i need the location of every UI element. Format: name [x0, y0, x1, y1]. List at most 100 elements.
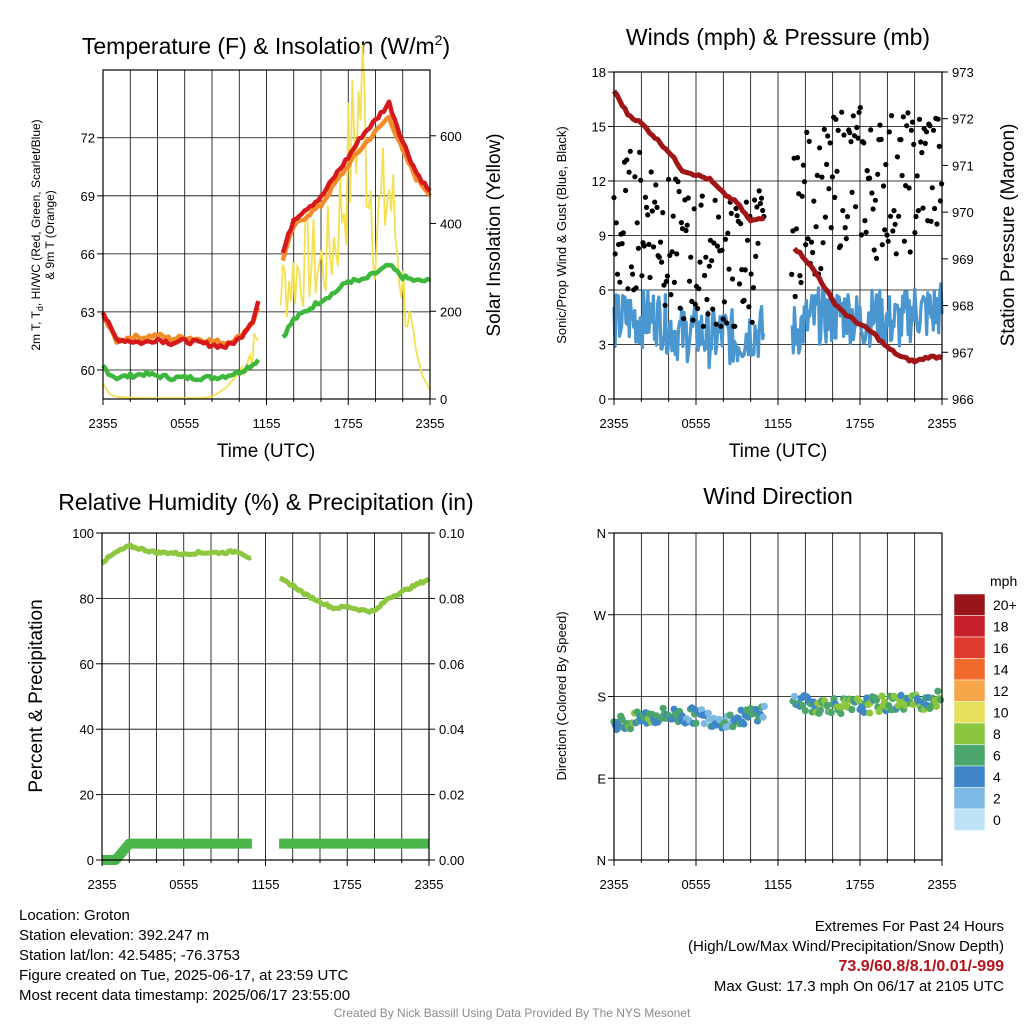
- p3-y-tick: 0: [87, 853, 94, 868]
- gust-point: [819, 174, 825, 180]
- gust-point: [634, 220, 640, 226]
- gust-point: [743, 199, 750, 205]
- gust-point: [641, 243, 647, 249]
- gust-point: [832, 194, 838, 200]
- direction-point: [901, 701, 909, 710]
- p1-y2-tick: 400: [440, 217, 462, 232]
- gust-point: [794, 155, 801, 161]
- p2-x-tick: 1155: [764, 416, 792, 431]
- gust-point: [813, 224, 819, 230]
- p2-x-tick: 0555: [682, 416, 711, 431]
- gust-point: [630, 271, 636, 277]
- p1-y-tick: 69: [81, 189, 95, 204]
- colorbar-label: 20+: [993, 597, 1017, 613]
- gust-point: [668, 292, 674, 298]
- gust-point: [853, 204, 859, 210]
- gust-point: [652, 199, 658, 205]
- gust-point: [757, 200, 764, 207]
- gust-point: [711, 240, 717, 246]
- winds-ticks: 2355 0555 1155 1755 2355 0 3 6 9 12 15 18 966 967 968 9…: [592, 65, 974, 431]
- gust-point: [932, 205, 938, 212]
- gust-point: [681, 316, 687, 322]
- gust-point: [628, 264, 635, 270]
- solar-y2-label: Solar Insolation (Yellow): [484, 133, 505, 336]
- p1-y-tick: 60: [81, 363, 95, 378]
- gust-point: [935, 116, 941, 122]
- pressure-y2-label: Station Pressure (Maroon): [998, 124, 1019, 347]
- gust-point: [619, 241, 625, 247]
- humidity-title: Relative Humidity (%) & Precipitation (i…: [58, 489, 473, 515]
- gust-point: [847, 130, 853, 136]
- extremes-values: 73.9/60.8/8.1/0.01/-999: [838, 958, 1004, 975]
- colorbar-label: 10: [993, 705, 1009, 721]
- p2-y-tick: 9: [599, 229, 606, 244]
- gust-point: [928, 218, 934, 224]
- p4-x-tick: 1755: [846, 877, 875, 892]
- temperature-y-label-line2: & 9m T (Orange): [43, 190, 57, 280]
- direction-point: [659, 704, 667, 712]
- relative-humidity-line: [100, 542, 431, 615]
- p3-x-tick: 0555: [169, 877, 198, 892]
- gust-point: [886, 129, 892, 135]
- gust-point: [704, 296, 710, 303]
- humidity-panel: Relative Humidity (%) & Precipitation (i…: [26, 489, 474, 892]
- direction-point: [704, 709, 712, 717]
- gust-point: [670, 213, 676, 219]
- winds-y-label: Sonic/Prop Wind & Gust (Blue, Black): [554, 126, 569, 343]
- direction-point: [937, 696, 945, 704]
- gust-point: [750, 285, 757, 291]
- p2-y2-tick: 968: [952, 299, 974, 314]
- gust-point: [633, 285, 639, 291]
- p1-x-tick: 1155: [253, 416, 281, 431]
- gust-point: [691, 206, 697, 212]
- gust-point: [825, 133, 831, 139]
- gust-point: [827, 140, 833, 146]
- direction-point: [848, 706, 856, 714]
- gust-point: [844, 214, 851, 220]
- gust-point: [923, 129, 930, 135]
- gust-point: [753, 253, 759, 259]
- direction-point: [759, 713, 767, 721]
- direction-point: [710, 714, 718, 722]
- gust-point: [656, 254, 662, 260]
- gust-point: [749, 319, 755, 325]
- p4-x-tick: 2355: [600, 877, 629, 892]
- p3-y-tick: 40: [80, 722, 94, 737]
- gust-point: [669, 249, 675, 255]
- recent-timestamp: Most recent data timestamp: 2025/06/17 2…: [19, 987, 351, 1004]
- gust-point: [700, 323, 707, 329]
- gust-point: [754, 204, 760, 210]
- p3-x-tick: 2355: [88, 877, 117, 892]
- gust-point: [918, 139, 924, 145]
- temperature-x-label: Time (UTC): [217, 441, 316, 462]
- direction-point: [737, 706, 745, 714]
- gust-point: [894, 154, 901, 160]
- gust-point: [884, 232, 890, 238]
- speed-colorbar-unit: mph: [990, 573, 1017, 589]
- direction-point: [878, 692, 886, 700]
- p2-y-tick: 3: [599, 338, 606, 353]
- gust-point: [745, 237, 751, 243]
- p2-y2-tick: 973: [952, 65, 974, 80]
- gust-point: [800, 162, 807, 168]
- gust-point: [904, 123, 910, 129]
- humidity-series: [100, 542, 431, 865]
- colorbar-swatch: [953, 636, 986, 659]
- gust-point: [623, 187, 629, 194]
- p2-y2-tick: 966: [952, 392, 974, 407]
- gust-point: [872, 197, 879, 203]
- gust-point: [855, 135, 861, 141]
- gust-point: [843, 236, 849, 242]
- direction-point: [700, 720, 708, 728]
- humidity-grid: [102, 533, 429, 860]
- gust-point: [840, 208, 846, 214]
- p3-y-tick: 100: [72, 526, 94, 541]
- gust-point: [624, 157, 630, 163]
- gust-point: [676, 188, 682, 195]
- gust-point: [756, 188, 762, 194]
- gust-point: [826, 186, 832, 192]
- direction-point: [688, 704, 696, 712]
- p2-y-tick: 15: [592, 120, 606, 135]
- p1-y2-tick: 0: [440, 392, 447, 407]
